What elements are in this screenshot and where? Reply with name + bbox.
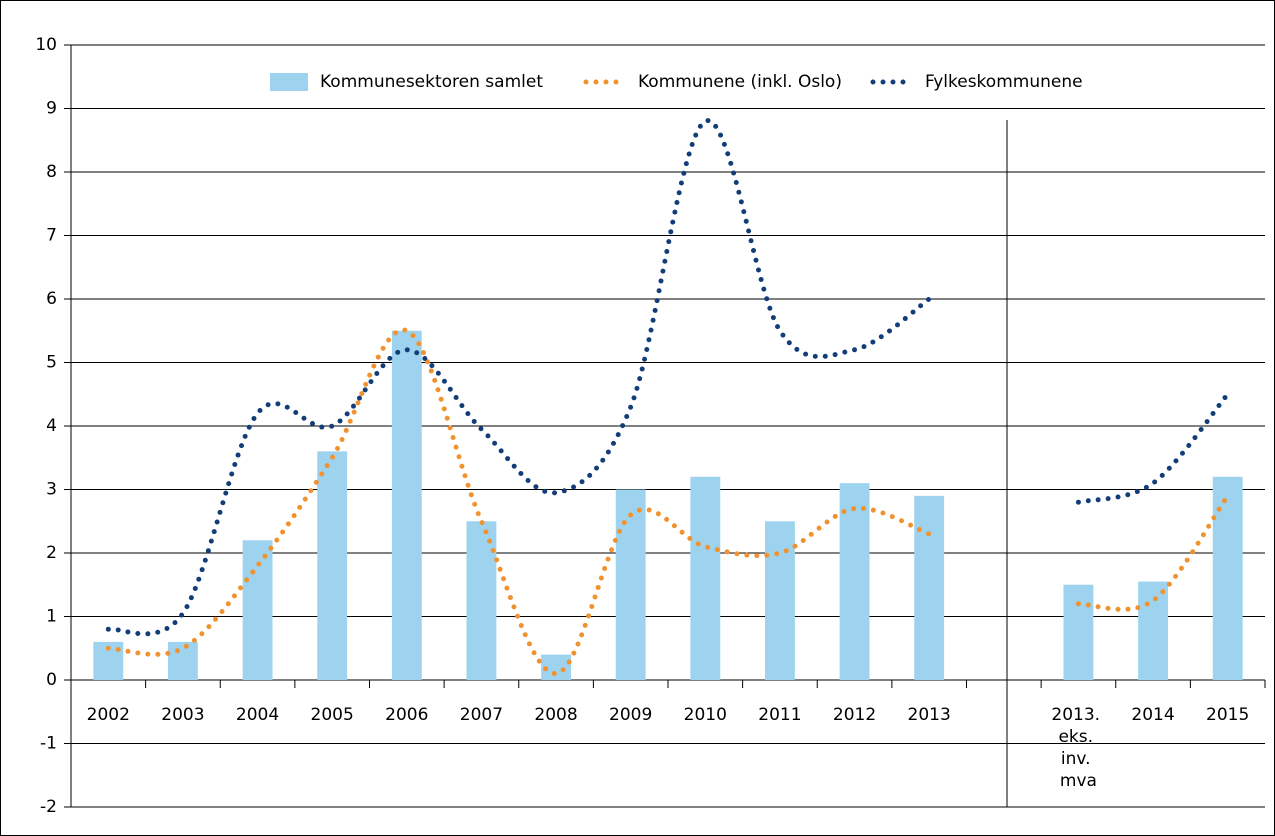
- x-tick-label: 2003: [161, 705, 204, 725]
- y-tick-label: 5: [46, 353, 57, 373]
- y-tick-label: -1: [40, 734, 57, 754]
- bar: [914, 495, 945, 680]
- x-tick-label: 2013: [908, 705, 951, 725]
- bar: [765, 521, 795, 680]
- x-tick-label: 2006: [385, 705, 428, 725]
- x-tick-label: 2008: [534, 705, 577, 725]
- x-tick-label: 2014: [1131, 705, 1174, 725]
- bar: [242, 540, 273, 680]
- y-tick-label: 9: [46, 99, 57, 119]
- bar: [317, 451, 348, 680]
- x-tick-label: 2015: [1206, 705, 1249, 725]
- legend-label: Kommunene (inkl. Oslo): [638, 72, 842, 92]
- x-tick-label: 2009: [609, 705, 652, 725]
- legend-label: Kommunesektoren samlet: [320, 72, 543, 92]
- x-tick-label: 2012: [833, 705, 876, 725]
- x-tick-label: 2007: [460, 705, 503, 725]
- y-tick-label: 1: [46, 607, 57, 627]
- x-tick-label: 2010: [684, 705, 727, 725]
- x-tick-label: 2005: [311, 705, 354, 725]
- y-tick-label: 3: [46, 480, 57, 500]
- x-tick-label: 2011: [758, 705, 801, 725]
- legend-swatch: [270, 73, 308, 91]
- x-tick-label: 2013. eks. inv. mva: [1051, 705, 1105, 791]
- line: [105, 327, 932, 677]
- y-tick-label: 2: [46, 543, 57, 563]
- bar: [168, 641, 198, 680]
- line: [1075, 493, 1231, 612]
- y-tick-label: 7: [46, 226, 57, 246]
- x-tick-label: 2004: [236, 705, 279, 725]
- line: [105, 118, 932, 637]
- y-tick-label: 4: [46, 416, 57, 436]
- y-tick-label: 10: [35, 35, 57, 55]
- bar: [615, 489, 646, 680]
- y-tick-label: 0: [46, 670, 57, 690]
- bar: [1138, 581, 1168, 680]
- bar: [1063, 584, 1094, 680]
- line: [1075, 391, 1231, 505]
- x-tick-label: 2002: [87, 705, 130, 725]
- legend-label: Fylkeskommunene: [925, 72, 1083, 92]
- y-tick-label: 8: [46, 162, 57, 182]
- bar: [391, 330, 422, 680]
- bar: [690, 476, 721, 680]
- y-tick-label: -2: [40, 797, 57, 817]
- bar: [466, 521, 497, 680]
- bar: [839, 483, 870, 680]
- bar: [1212, 476, 1243, 680]
- y-tick-label: 6: [46, 289, 57, 309]
